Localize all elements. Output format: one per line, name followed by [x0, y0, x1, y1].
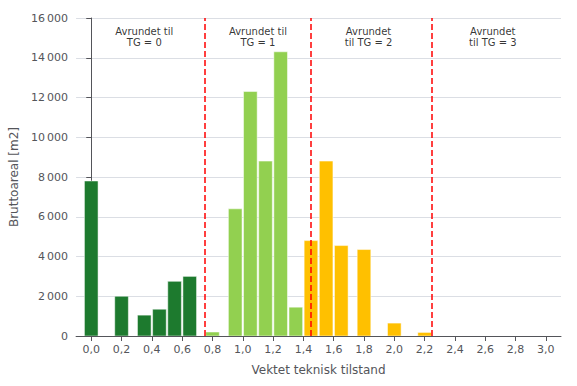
- svg-text:Avrundet til: Avrundet til: [229, 26, 287, 37]
- svg-text:1,8: 1,8: [355, 343, 373, 356]
- svg-text:1,6: 1,6: [325, 343, 343, 356]
- svg-text:2 000: 2 000: [38, 290, 68, 303]
- svg-text:0,0: 0,0: [82, 343, 100, 356]
- svg-text:1,2: 1,2: [264, 343, 282, 356]
- svg-text:0,6: 0,6: [173, 343, 191, 356]
- svg-text:Avrundet: Avrundet: [470, 26, 515, 37]
- svg-text:6 000: 6 000: [38, 210, 68, 223]
- svg-text:0: 0: [61, 330, 68, 343]
- svg-text:4 000: 4 000: [38, 250, 68, 263]
- svg-text:1,0: 1,0: [234, 343, 252, 356]
- svg-text:0,2: 0,2: [113, 343, 131, 356]
- svg-text:2,0: 2,0: [386, 343, 404, 356]
- svg-text:1,4: 1,4: [295, 343, 313, 356]
- svg-text:Avrundet: Avrundet: [346, 26, 391, 37]
- svg-text:12 000: 12 000: [31, 91, 68, 104]
- svg-text:2,6: 2,6: [476, 343, 494, 356]
- svg-text:0,8: 0,8: [204, 343, 222, 356]
- svg-text:til TG = 2: til TG = 2: [345, 37, 393, 48]
- svg-text:TG = 1: TG = 1: [239, 37, 275, 48]
- svg-text:14 000: 14 000: [31, 51, 68, 64]
- svg-text:Avrundet til: Avrundet til: [115, 26, 173, 37]
- svg-text:16 000: 16 000: [31, 12, 68, 25]
- svg-text:3,0: 3,0: [537, 343, 555, 356]
- svg-text:TG = 0: TG = 0: [126, 37, 162, 48]
- svg-text:2,4: 2,4: [446, 343, 464, 356]
- svg-text:til TG = 3: til TG = 3: [469, 37, 517, 48]
- svg-text:Vektet teknisk tilstand: Vektet teknisk tilstand: [251, 363, 385, 377]
- svg-text:8 000: 8 000: [38, 171, 68, 184]
- svg-text:0,4: 0,4: [143, 343, 161, 356]
- svg-text:Bruttoareal [m2]: Bruttoareal [m2]: [7, 127, 21, 227]
- svg-text:10 000: 10 000: [31, 131, 68, 144]
- svg-text:2,8: 2,8: [507, 343, 525, 356]
- svg-text:2,2: 2,2: [416, 343, 434, 356]
